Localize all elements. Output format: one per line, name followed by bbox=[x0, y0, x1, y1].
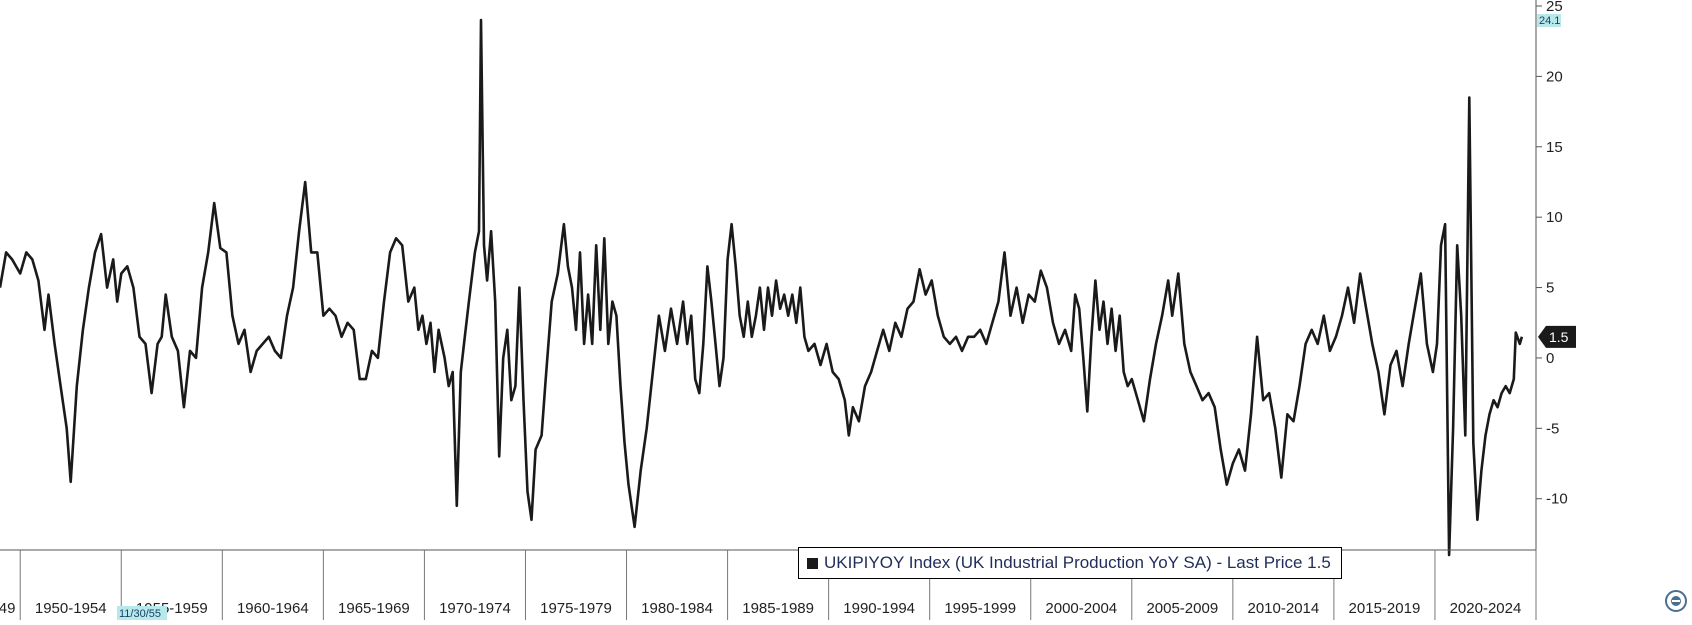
y-tick-label-3: 5 bbox=[1546, 280, 1554, 297]
cursor-date-marker: 11/30/55 bbox=[119, 608, 161, 620]
x-tick-label-5: 1970-1974 bbox=[439, 600, 511, 617]
x-tick-label-14: 2015-2019 bbox=[1349, 600, 1421, 617]
x-tick-label-0: 49 bbox=[0, 600, 15, 617]
y-tick-label-4: 10 bbox=[1546, 209, 1563, 226]
x-tick-label-3: 1960-1964 bbox=[237, 600, 309, 617]
last-price-marker: 1.5 bbox=[1549, 329, 1569, 345]
y-tick-label-7: 25 bbox=[1546, 0, 1563, 15]
y-axis: -10 -5 0 5 10 15 20 25 bbox=[1536, 0, 1568, 508]
x-tick-label-15: 2020-2024 bbox=[1450, 600, 1522, 617]
max-value-marker: 24.1 bbox=[1539, 15, 1560, 27]
x-tick-label-12: 2005-2009 bbox=[1146, 600, 1218, 617]
x-tick-label-10: 1995-1999 bbox=[944, 600, 1016, 617]
bloomberg-menu-icon[interactable] bbox=[1665, 590, 1687, 612]
y-tick-label-1: -5 bbox=[1546, 420, 1559, 437]
last-price-marker-bg bbox=[1538, 325, 1576, 348]
legend-swatch bbox=[807, 557, 818, 569]
cursor-date-marker-bg bbox=[117, 606, 167, 620]
x-tick-label-13: 2010-2014 bbox=[1248, 600, 1320, 617]
x-tick-label-4: 1965-1969 bbox=[338, 600, 410, 617]
series-line-ukipiyoy[interactable] bbox=[0, 18, 1524, 557]
x-tick-label-9: 1990-1994 bbox=[843, 600, 915, 617]
x-tick-label-7: 1980-1984 bbox=[641, 600, 713, 617]
x-tick-label-1: 1950-1954 bbox=[35, 600, 107, 617]
legend: UKIPIYOY Index (UK Industrial Production… bbox=[798, 547, 1342, 579]
x-tick-label-11: 2000-2004 bbox=[1045, 600, 1117, 617]
x-tick-label-6: 1975-1979 bbox=[540, 600, 612, 617]
y-tick-label-2: 0 bbox=[1546, 350, 1554, 367]
y-tick-label-5: 15 bbox=[1546, 139, 1563, 156]
y-tick-label-0: -10 bbox=[1546, 491, 1568, 508]
legend-label: UKIPIYOY Index (UK Industrial Production… bbox=[824, 553, 1331, 572]
x-tick-label-8: 1985-1989 bbox=[742, 600, 814, 617]
max-value-marker-bg bbox=[1537, 14, 1561, 27]
y-tick-label-6: 20 bbox=[1546, 68, 1563, 85]
